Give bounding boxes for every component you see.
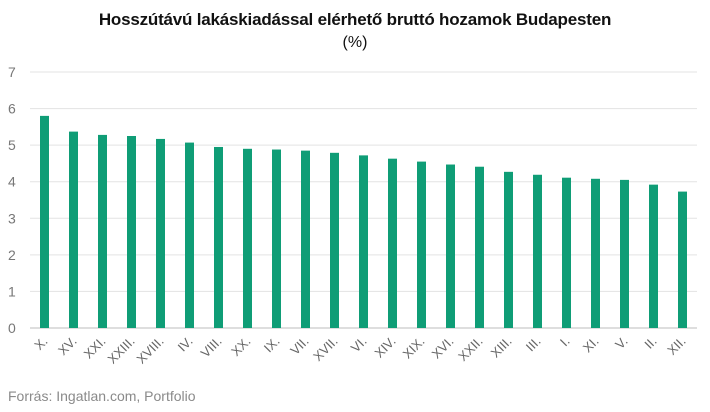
x-tick-label: IV.	[175, 334, 196, 355]
bar	[504, 171, 513, 328]
bar	[98, 134, 107, 328]
y-tick-label: 3	[8, 210, 16, 226]
bar	[388, 158, 397, 328]
x-tick-label: XII.	[664, 334, 688, 358]
chart-title: Hosszútávú lakáskiadással elérhető brutt…	[98, 10, 612, 29]
x-tick-label: X.	[31, 334, 50, 353]
bar	[185, 142, 194, 328]
x-tick-label: XXIII.	[105, 334, 138, 367]
x-tick-label: XVIII.	[134, 334, 167, 367]
x-tick-label: XIV.	[371, 334, 398, 361]
bar	[649, 184, 658, 328]
bar	[156, 138, 165, 328]
x-tick-label: XIX.	[400, 334, 428, 362]
y-tick-label: 2	[8, 247, 16, 263]
x-tick-label: XX.	[228, 334, 253, 359]
bar	[214, 146, 223, 328]
bar	[417, 161, 426, 328]
y-tick-label: 5	[8, 137, 16, 153]
x-tick-label: VII.	[287, 334, 311, 358]
x-axis-ticks: X. XV. XXI.XXIII.XVIII. IV. VIII. XX. IX. VII.X…	[31, 334, 688, 367]
bar	[678, 191, 687, 328]
x-tick-label: XV.	[55, 334, 80, 359]
bar	[591, 178, 600, 328]
x-tick-label: XXII.	[455, 334, 486, 365]
bar	[446, 164, 455, 328]
bars	[40, 115, 687, 328]
x-tick-label: I.	[557, 334, 573, 350]
bar	[301, 150, 310, 328]
x-tick-label: IX.	[261, 334, 283, 356]
y-tick-label: 0	[8, 320, 16, 336]
bar	[533, 174, 542, 328]
source-note: Forrás: Ingatlan.com, Portfolio	[8, 388, 196, 404]
bar	[127, 136, 136, 328]
x-tick-label: II.	[641, 334, 659, 352]
bar	[359, 155, 368, 328]
y-tick-label: 4	[8, 174, 16, 190]
bar	[620, 179, 629, 328]
bar	[330, 152, 339, 328]
y-tick-label: 7	[8, 64, 16, 80]
x-tick-label: XIII.	[488, 334, 515, 361]
bar	[272, 149, 281, 328]
x-tick-label: XVII.	[310, 334, 341, 365]
y-axis-ticks: 0 1 2 3 4 5 6 7	[8, 64, 16, 336]
bar	[243, 148, 252, 328]
x-tick-label: XVI.	[429, 334, 457, 362]
x-tick-label: V.	[612, 334, 630, 352]
bar	[40, 115, 49, 328]
x-tick-label: VIII.	[198, 334, 225, 361]
chart-subtitle: (%)	[342, 34, 368, 51]
bar	[562, 177, 571, 328]
x-tick-label: VI.	[348, 334, 370, 356]
y-tick-label: 1	[8, 283, 16, 299]
bar	[69, 131, 78, 328]
x-tick-label: III.	[523, 334, 544, 355]
gridlines	[30, 71, 697, 329]
y-tick-label: 6	[8, 101, 16, 117]
x-tick-label: XXI.	[81, 334, 109, 362]
bar	[475, 166, 484, 328]
x-tick-label: XI.	[580, 334, 602, 356]
